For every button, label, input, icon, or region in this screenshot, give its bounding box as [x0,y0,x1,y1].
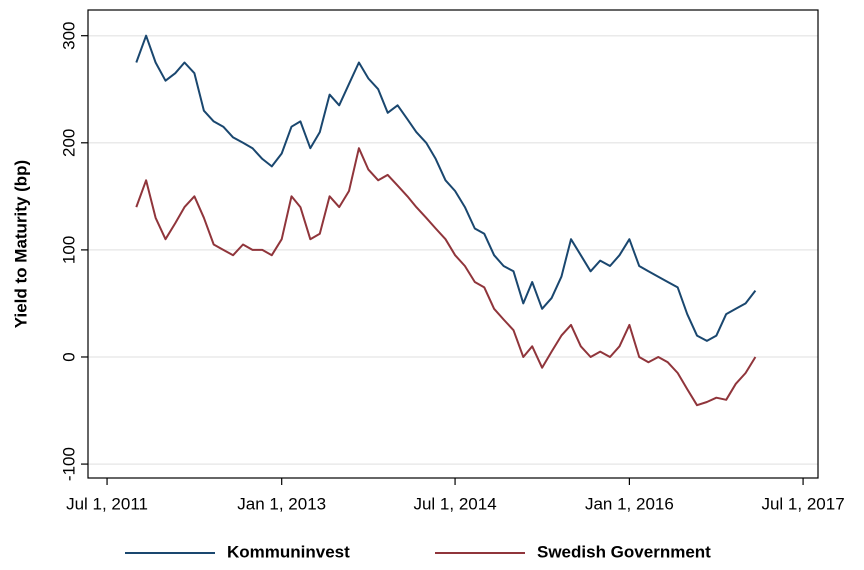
y-tick-label: -100 [59,447,78,481]
legend-label: Swedish Government [537,542,711,561]
x-tick-label: Jul 1, 2014 [413,494,496,513]
y-tick-label: 100 [59,236,78,264]
series-line [135,34,757,342]
plot-frame [87,9,819,479]
y-axis-label: Yield to Maturity (bp) [11,160,30,328]
legend-label: Kommuninvest [227,542,350,561]
y-tick-label: 300 [59,22,78,50]
y-tick-label: 200 [59,129,78,157]
x-tick-label: Jul 1, 2011 [66,494,148,513]
series-line [135,147,757,407]
x-tick-label: Jan 1, 2013 [237,494,326,513]
y-tick-label: 0 [59,352,78,361]
x-tick-label: Jan 1, 2016 [585,494,674,513]
x-tick-label: Jul 1, 2017 [761,494,844,513]
